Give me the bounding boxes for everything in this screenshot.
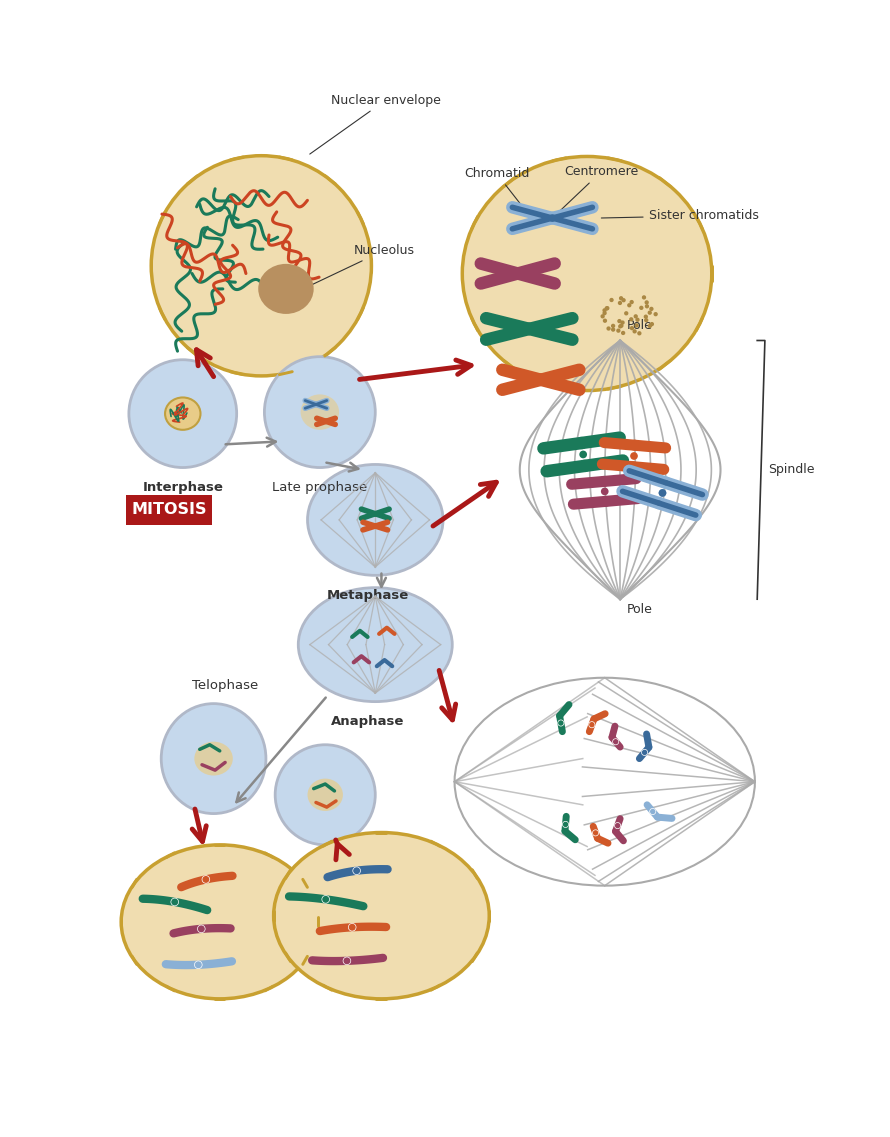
Circle shape [171,898,179,906]
Ellipse shape [308,779,343,811]
Ellipse shape [301,395,339,430]
Circle shape [630,453,638,459]
Circle shape [618,319,621,323]
Circle shape [648,310,651,315]
Circle shape [620,321,625,325]
Circle shape [621,298,626,302]
Text: Telophase: Telophase [192,680,258,692]
Circle shape [637,331,642,335]
Circle shape [619,324,624,327]
Circle shape [603,318,607,323]
Ellipse shape [275,745,376,845]
Circle shape [639,306,643,310]
Circle shape [621,331,626,335]
Circle shape [514,269,522,277]
Circle shape [593,830,599,836]
Circle shape [202,875,210,883]
Text: Interphase: Interphase [142,481,223,495]
Circle shape [614,822,620,829]
Ellipse shape [462,157,712,390]
Circle shape [352,866,360,874]
Text: Centromere: Centromere [554,165,638,216]
Ellipse shape [194,741,233,775]
Circle shape [644,304,649,308]
Circle shape [630,326,634,331]
Circle shape [642,296,646,299]
Circle shape [558,720,564,727]
Circle shape [642,749,648,755]
Circle shape [650,322,654,326]
Circle shape [616,329,620,333]
Text: Sister chromatids: Sister chromatids [602,209,758,222]
Ellipse shape [308,464,443,575]
Circle shape [627,304,631,307]
Circle shape [603,308,607,313]
Ellipse shape [273,832,490,998]
Circle shape [643,315,648,318]
Circle shape [322,896,329,903]
Ellipse shape [151,156,371,376]
Circle shape [537,376,545,383]
Circle shape [605,306,610,310]
Text: Nuclear envelope: Nuclear envelope [310,93,441,155]
Circle shape [633,330,636,333]
Text: Anaphase: Anaphase [331,715,404,729]
Circle shape [348,923,356,931]
Circle shape [579,450,587,458]
Circle shape [644,300,649,305]
Circle shape [562,821,569,828]
Circle shape [343,957,351,964]
Text: Pole: Pole [627,319,652,332]
Circle shape [659,489,667,497]
Ellipse shape [258,264,313,314]
Text: MITOSIS: MITOSIS [131,503,206,517]
Text: Late prophase: Late prophase [272,481,368,495]
Ellipse shape [161,704,266,814]
Circle shape [611,327,615,332]
Circle shape [601,488,609,496]
Circle shape [618,301,622,305]
FancyBboxPatch shape [125,496,212,524]
Circle shape [618,324,622,329]
Ellipse shape [129,359,237,467]
Circle shape [604,306,609,310]
Circle shape [548,214,556,222]
Text: Chromatid: Chromatid [464,167,530,208]
Circle shape [653,312,658,316]
Text: Spindle: Spindle [768,464,814,476]
Circle shape [635,317,640,322]
Circle shape [194,961,202,969]
Circle shape [198,926,206,932]
Circle shape [525,325,533,333]
Circle shape [648,324,652,329]
Circle shape [603,312,607,315]
Circle shape [610,298,614,302]
Circle shape [619,296,623,300]
Circle shape [629,317,634,322]
Circle shape [644,318,649,322]
Circle shape [612,739,619,745]
Circle shape [624,312,628,315]
Circle shape [611,324,615,329]
Circle shape [629,300,634,305]
Circle shape [606,326,611,331]
Ellipse shape [165,398,200,430]
Text: Metaphase: Metaphase [327,589,409,603]
Circle shape [659,489,667,497]
Ellipse shape [121,845,319,998]
Text: Nucleolus: Nucleolus [303,244,415,289]
Circle shape [589,722,595,728]
Circle shape [635,323,639,327]
Text: Pole: Pole [627,603,652,616]
Ellipse shape [264,357,376,467]
Circle shape [634,314,638,318]
Circle shape [650,808,656,814]
Circle shape [601,314,605,318]
Circle shape [649,307,653,312]
Ellipse shape [298,588,452,702]
